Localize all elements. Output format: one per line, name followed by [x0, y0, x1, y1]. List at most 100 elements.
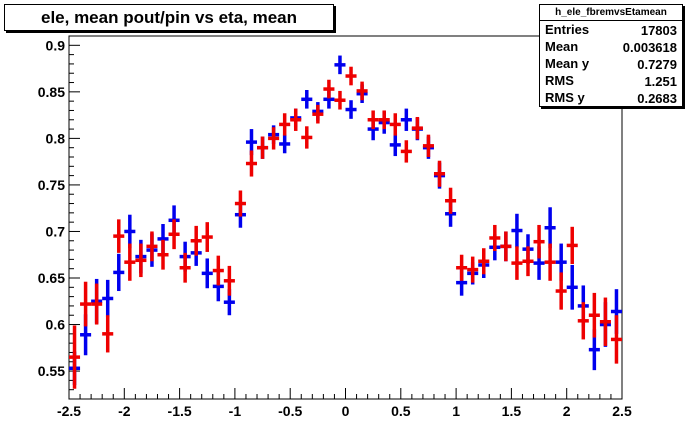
- y-tick-label: 0.65: [38, 270, 65, 286]
- x-tick-label: -1: [229, 403, 242, 419]
- data-point: [234, 190, 246, 217]
- data-point: [91, 283, 103, 325]
- data-point: [268, 127, 280, 150]
- data-point: [400, 140, 412, 163]
- data-point: [389, 113, 401, 136]
- data-point: [212, 255, 224, 286]
- data-point: [599, 297, 611, 346]
- data-point: [555, 272, 567, 310]
- data-point: [334, 55, 346, 75]
- y-tick-label: 0.75: [38, 177, 65, 193]
- stats-row-mean-y: Mean y 0.7279: [540, 55, 682, 72]
- data-point: [135, 243, 147, 278]
- stats-row-rms: RMS 1.251: [540, 72, 682, 89]
- y-tick-label: 0.6: [46, 317, 66, 333]
- data-point: [69, 325, 81, 389]
- stats-name: h_ele_fbremvsEtamean: [540, 5, 682, 21]
- data-point: [588, 292, 600, 338]
- data-point: [367, 110, 379, 130]
- data-point: [400, 108, 412, 131]
- data-point: [489, 224, 501, 252]
- x-axis: -2.5 -2 -1.5 -1 -0.5 0 0.5 1 1.5 2 2.5: [57, 388, 632, 419]
- data-point: [124, 243, 136, 281]
- x-tick-label: 2.5: [612, 403, 632, 419]
- data-point: [146, 231, 158, 262]
- y-tick-label: 0.9: [46, 37, 66, 53]
- x-tick-label: -0.5: [278, 403, 302, 419]
- x-tick-label: 1.5: [502, 403, 522, 419]
- x-tick-label: -2.5: [57, 403, 81, 419]
- data-point: [245, 150, 258, 177]
- data-point: [257, 136, 269, 159]
- data-point: [566, 264, 578, 310]
- stats-label: Mean: [545, 39, 579, 54]
- x-tick-label: 1: [452, 403, 460, 419]
- data-point: [577, 302, 589, 340]
- data-point: [467, 256, 479, 283]
- data-point: [190, 225, 202, 256]
- data-point: [356, 81, 368, 101]
- data-point: [179, 252, 191, 283]
- stats-label: Mean y: [545, 56, 590, 71]
- data-point: [445, 187, 457, 214]
- stats-value: 0.2683: [637, 91, 677, 106]
- stats-label: Entries: [545, 22, 590, 37]
- data-point: [511, 213, 523, 248]
- data-point: [456, 254, 468, 281]
- data-point: [312, 104, 324, 124]
- data-markers: [69, 55, 622, 389]
- y-tick-label: 0.8: [46, 130, 66, 146]
- stats-row-rms-y: RMS y 0.2683: [540, 89, 682, 106]
- plot-title-box: ele, mean pout/pin vs eta, mean: [4, 4, 334, 31]
- stats-row-mean: Mean 0.003618: [540, 38, 682, 55]
- data-point: [201, 222, 213, 252]
- x-tick-label: -2: [118, 403, 131, 419]
- stats-value: 1.251: [644, 74, 677, 89]
- data-point: [301, 126, 313, 149]
- data-point: [566, 226, 578, 265]
- data-point: [389, 133, 401, 157]
- data-point: [113, 253, 125, 292]
- data-point: [345, 100, 357, 119]
- data-point: [279, 113, 291, 136]
- data-point: [533, 224, 545, 259]
- data-point: [290, 108, 302, 131]
- data-point: [411, 116, 423, 140]
- data-point: [544, 243, 556, 281]
- data-point: [102, 279, 114, 318]
- stats-label: RMS: [545, 73, 574, 88]
- series-2: [69, 66, 622, 389]
- stats-value: 17803: [640, 23, 677, 38]
- stats-row-entries: Entries 17803: [540, 21, 682, 38]
- stats-label: RMS y: [545, 90, 585, 105]
- data-point: [433, 160, 446, 187]
- data-point: [168, 219, 180, 250]
- data-point: [157, 239, 169, 270]
- y-tick-label: 0.7: [46, 223, 66, 239]
- data-point: [500, 231, 512, 262]
- data-point: [113, 219, 125, 253]
- x-tick-label: 0.5: [391, 403, 411, 419]
- plot-title: ele, mean pout/pin vs eta, mean: [40, 8, 298, 27]
- x-tick-label: 2: [563, 403, 571, 419]
- data-point: [80, 281, 92, 327]
- data-point: [323, 79, 335, 99]
- data-point: [544, 207, 556, 249]
- data-point: [610, 315, 622, 364]
- data-point: [301, 89, 313, 109]
- data-point: [511, 246, 523, 280]
- y-axis: 0.55 0.6 0.65 0.7 0.75 0.8 0.85 0.9: [38, 35, 80, 400]
- data-point: [201, 258, 213, 289]
- stats-value: 0.7279: [637, 57, 677, 72]
- x-tick-label: -1.5: [168, 403, 192, 419]
- data-point: [124, 214, 136, 249]
- data-point: [378, 110, 390, 130]
- data-point: [279, 134, 291, 154]
- data-point: [422, 134, 434, 157]
- stats-value: 0.003618: [622, 40, 677, 55]
- data-point: [334, 90, 346, 110]
- data-point: [522, 246, 534, 277]
- data-point: [102, 315, 114, 353]
- data-point: [345, 66, 357, 86]
- x-tick-label: 0: [342, 403, 350, 419]
